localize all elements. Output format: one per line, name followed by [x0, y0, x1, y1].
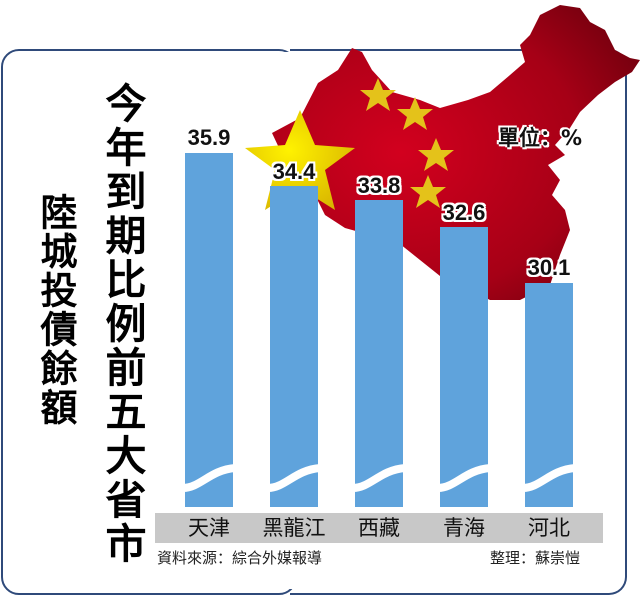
chart-title-sub: 今年到期比例前五大省市	[98, 82, 146, 566]
category-label: 黑龍江	[262, 516, 326, 540]
category-label: 西藏	[358, 516, 400, 540]
bar-value: 35.9	[187, 125, 231, 150]
source-note: 資料來源：綜合外媒報導	[157, 549, 323, 567]
bar-value: 34.4	[272, 159, 316, 184]
chart-title-main: 陸城投債餘額	[34, 193, 77, 427]
bar-value: 33.8	[357, 173, 401, 198]
category-label: 天津	[188, 516, 230, 540]
category-label: 青海	[443, 516, 485, 540]
category-label: 河北	[528, 516, 570, 540]
editor-note: 整理：蘇崇愷	[490, 549, 581, 567]
bar-value: 32.6	[442, 200, 486, 225]
bar-value: 30.1	[527, 255, 571, 280]
unit-label: 單位：%	[498, 126, 583, 150]
category-label-band	[155, 513, 603, 543]
